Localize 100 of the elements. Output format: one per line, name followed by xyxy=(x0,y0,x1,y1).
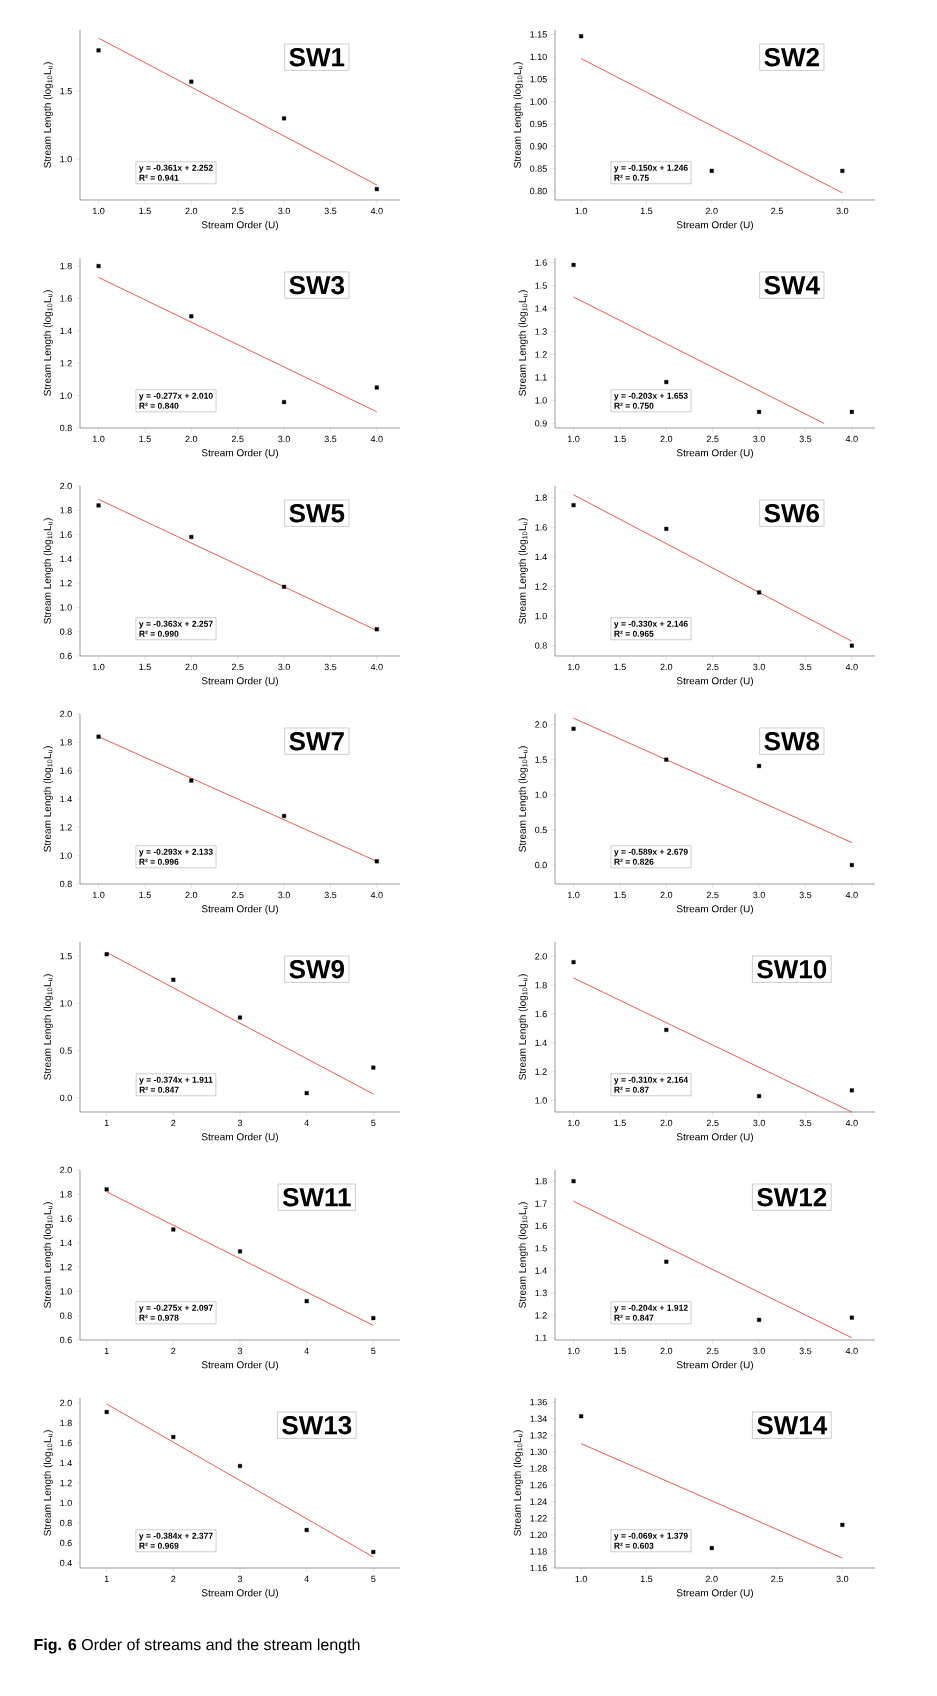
text: SW8 xyxy=(764,731,820,751)
y-tick-label: 1.5 xyxy=(535,282,547,289)
y-tick-label: 1.5 xyxy=(60,953,72,960)
y-axis-title: Stream Length (log$_{10}$L$_{u}$) xyxy=(518,290,528,396)
y-tick-label: 2.0 xyxy=(535,721,547,728)
point xyxy=(104,1187,109,1192)
y-tick-label: 1.6 xyxy=(535,524,547,531)
annotation: y = -0.363x + 2.257 xyxy=(138,620,213,629)
x-tick-label: 3.0 xyxy=(836,1575,849,1583)
annotation: y = -0.361x + 2.252 xyxy=(138,164,213,173)
y-tick-label: 1.4 xyxy=(535,1267,547,1274)
x-tick-label: 3.0 xyxy=(278,891,290,899)
y-tick-label: 1.16 xyxy=(530,1564,547,1572)
point xyxy=(709,1546,714,1551)
x-tick-label: 2.0 xyxy=(185,207,198,215)
y-tick-label: 1.0 xyxy=(60,155,72,163)
point xyxy=(757,590,762,595)
y-tick-label: 0.8 xyxy=(60,1312,72,1319)
y-tick-label: 0.90 xyxy=(530,143,547,150)
x-tick-label: 2.5 xyxy=(771,1575,783,1583)
y-tick-label: 0.0 xyxy=(60,1094,72,1102)
x-tick-label: 1.5 xyxy=(614,663,626,671)
x-tick-label: 4 xyxy=(304,1119,309,1126)
x-tick-label: 3.5 xyxy=(324,435,337,443)
point xyxy=(757,763,762,768)
x-tick-label: 3.0 xyxy=(836,207,849,215)
x-axis-title: Stream Order (U) xyxy=(676,449,753,459)
point xyxy=(840,1522,845,1527)
y-axis-title: Stream Length (log$_{10}$L$_{u}$) xyxy=(43,290,53,396)
x-tick-label: 1.0 xyxy=(92,663,105,671)
y-tick-label: 0.8 xyxy=(60,1519,72,1527)
point xyxy=(238,1249,242,1254)
y-tick-label: 1.4 xyxy=(60,1459,72,1467)
x-axis-title: Stream Order (U) xyxy=(201,1361,278,1371)
point xyxy=(571,726,576,731)
x-tick-label: 2.5 xyxy=(706,435,719,443)
point xyxy=(664,380,669,385)
y-tick-label: 1.0 xyxy=(60,1499,72,1507)
x-tick-label: 3 xyxy=(237,1119,243,1127)
annotation: y = -0.374x + 1.911 xyxy=(139,1076,213,1085)
annotation: y = -0.277x + 2.010 xyxy=(138,392,213,401)
y-tick-label: 2.0 xyxy=(535,953,547,960)
x-tick-label: 1.0 xyxy=(575,1575,588,1583)
annotation: y = -0.330x + 2.146 xyxy=(613,620,688,629)
x-tick-label: 5 xyxy=(371,1119,376,1127)
point xyxy=(849,1088,854,1093)
text: SW14 xyxy=(757,1415,828,1435)
x-tick-label: 3.0 xyxy=(753,1119,765,1127)
y-tick-label: 1.6 xyxy=(535,259,547,266)
x-tick-label: 2.5 xyxy=(231,207,244,215)
x-tick-label: 4.0 xyxy=(845,891,858,899)
point xyxy=(282,813,287,818)
annotation: R² = 0.996 xyxy=(139,858,179,865)
y-tick-label: 0.85 xyxy=(530,165,547,172)
y-tick-label: 1.15 xyxy=(530,31,547,38)
x-tick-label: 2.5 xyxy=(706,1119,719,1127)
point xyxy=(849,409,854,414)
x-tick-label: 1.0 xyxy=(567,663,580,671)
x-tick-label: 2.5 xyxy=(706,1347,719,1355)
point xyxy=(571,1179,576,1184)
point xyxy=(96,503,101,508)
x-tick-label: 1.0 xyxy=(567,1347,580,1355)
y-tick-label: 0.0 xyxy=(535,861,547,869)
x-axis-title: Stream Order (U) xyxy=(201,1589,278,1599)
x-axis-title: Stream Order (U) xyxy=(676,905,753,915)
point xyxy=(189,778,194,783)
x-tick-label: 2.0 xyxy=(185,663,198,671)
y-tick-label: 1.0 xyxy=(60,852,72,859)
x-tick-label: 1.0 xyxy=(92,435,105,443)
y-tick-label: 1.36 xyxy=(530,1398,547,1406)
x-tick-label: 2.0 xyxy=(660,1119,673,1127)
y-tick-label: 1.6 xyxy=(535,1222,547,1230)
point xyxy=(374,187,379,192)
point xyxy=(238,1463,242,1468)
x-tick-label: 2.5 xyxy=(771,207,783,215)
x-tick-label: 3.0 xyxy=(753,891,765,899)
x-tick-label: 1.5 xyxy=(139,663,151,671)
y-tick-label: 0.80 xyxy=(530,187,547,195)
text: SW2 xyxy=(764,47,819,67)
x-tick-label: 1.5 xyxy=(139,435,151,443)
y-tick-label: 1.4 xyxy=(535,1039,547,1046)
y-tick-label: 1.0 xyxy=(60,604,72,611)
text: Fig. 6 Order of streams and the stream length xyxy=(34,1638,360,1654)
point xyxy=(849,863,854,868)
y-tick-label: 1.5 xyxy=(535,1245,547,1252)
y-tick-label: 1.0 xyxy=(60,392,72,399)
point xyxy=(664,1027,669,1032)
x-axis-title: Stream Order (U) xyxy=(201,221,278,231)
point xyxy=(374,385,379,390)
annotation: R² = 0.941 xyxy=(139,174,179,181)
x-tick-label: 3.5 xyxy=(799,891,812,899)
point xyxy=(664,757,669,762)
point xyxy=(579,1414,584,1419)
x-tick-label: 1.0 xyxy=(567,891,580,899)
point xyxy=(571,503,576,508)
y-tick-label: 1.2 xyxy=(535,351,547,358)
y-tick-label: 1.2 xyxy=(535,1068,547,1075)
y-tick-label: 1.7 xyxy=(535,1200,547,1207)
x-tick-label: 1.5 xyxy=(614,1119,626,1127)
point xyxy=(664,526,669,531)
